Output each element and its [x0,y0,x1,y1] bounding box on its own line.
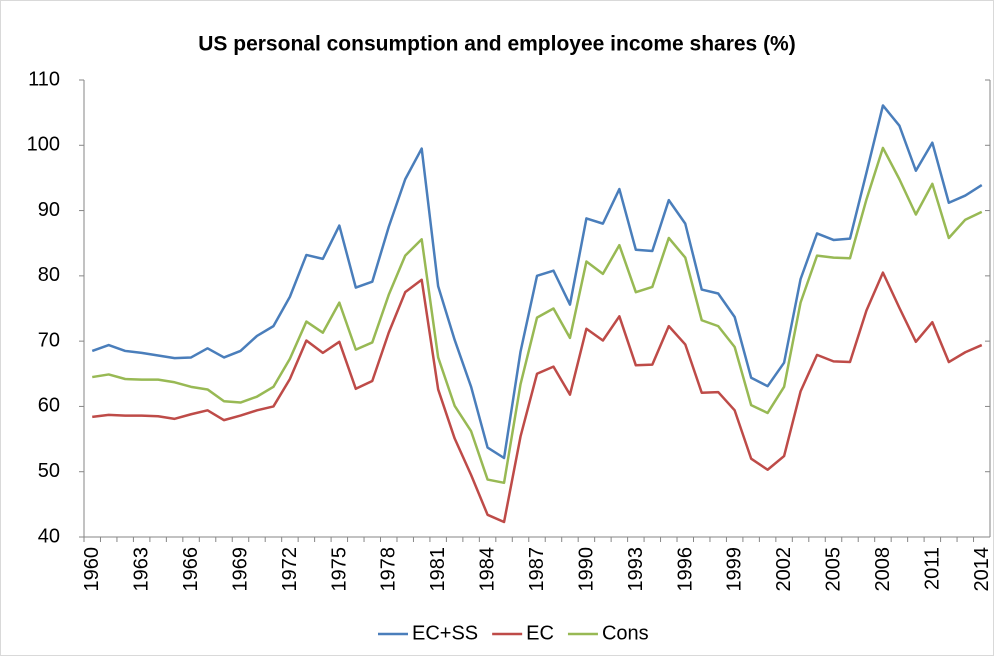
x-tick-label: 1981 [427,547,449,592]
x-tick-label: 1999 [724,547,746,592]
x-tick-label: 1963 [131,547,153,592]
y-tick-label: 90 [38,199,60,221]
series-line [92,146,983,485]
x-tick-label: 2014 [971,547,993,592]
x-tick-label: 1993 [625,547,647,592]
y-tick-label: 100 [27,134,60,156]
y-tick-label: 110 [28,68,60,90]
series-line [91,104,983,460]
x-tick-label: 1975 [328,547,350,592]
legend-label: Cons [602,622,649,644]
x-tick-label: 2008 [872,547,894,592]
x-tick-label: 1984 [477,547,499,592]
y-tick-label: 60 [38,395,60,417]
series-line [92,271,983,524]
x-tick-label: 1969 [229,547,251,592]
x-tick-label: 2011 [921,547,943,590]
x-tick-label: 1978 [378,547,400,592]
x-tick-label: 2005 [823,547,845,592]
x-tick-label: 1987 [526,547,548,592]
y-tick-label: 40 [38,525,60,547]
legend-label: EC [526,622,554,644]
x-tick-label: 1972 [279,547,301,592]
x-tick-label: 1966 [180,547,202,592]
y-tick-label: 80 [38,264,60,286]
x-tick-label: 1996 [674,547,696,592]
legend-label: EC+SS [412,622,478,644]
x-tick-label: 1960 [81,547,103,592]
x-tick-label: 2002 [773,547,795,592]
y-tick-label: 50 [38,460,60,482]
x-tick-label: 1990 [575,547,597,592]
chart-title: US personal consumption and employee inc… [198,33,795,56]
y-tick-label: 70 [38,329,60,351]
